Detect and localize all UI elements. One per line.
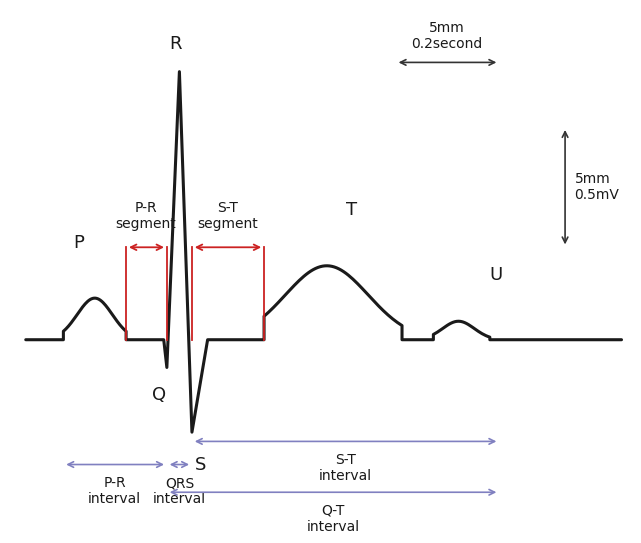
Text: 5mm
0.5mV: 5mm 0.5mV <box>574 172 619 203</box>
Text: P-R
segment: P-R segment <box>116 201 176 231</box>
Text: P: P <box>74 233 85 251</box>
Text: Q: Q <box>153 386 167 404</box>
Text: 5mm
0.2second: 5mm 0.2second <box>412 21 483 51</box>
Text: Q-T
interval: Q-T interval <box>306 504 360 534</box>
Text: S-T
segment: S-T segment <box>197 201 258 231</box>
Text: S: S <box>194 456 206 473</box>
Text: QRS
interval: QRS interval <box>153 476 206 506</box>
Text: P-R
interval: P-R interval <box>88 476 142 506</box>
Text: T: T <box>346 201 358 219</box>
Text: R: R <box>169 35 181 53</box>
Text: S-T
interval: S-T interval <box>319 453 372 483</box>
Text: U: U <box>490 266 503 284</box>
